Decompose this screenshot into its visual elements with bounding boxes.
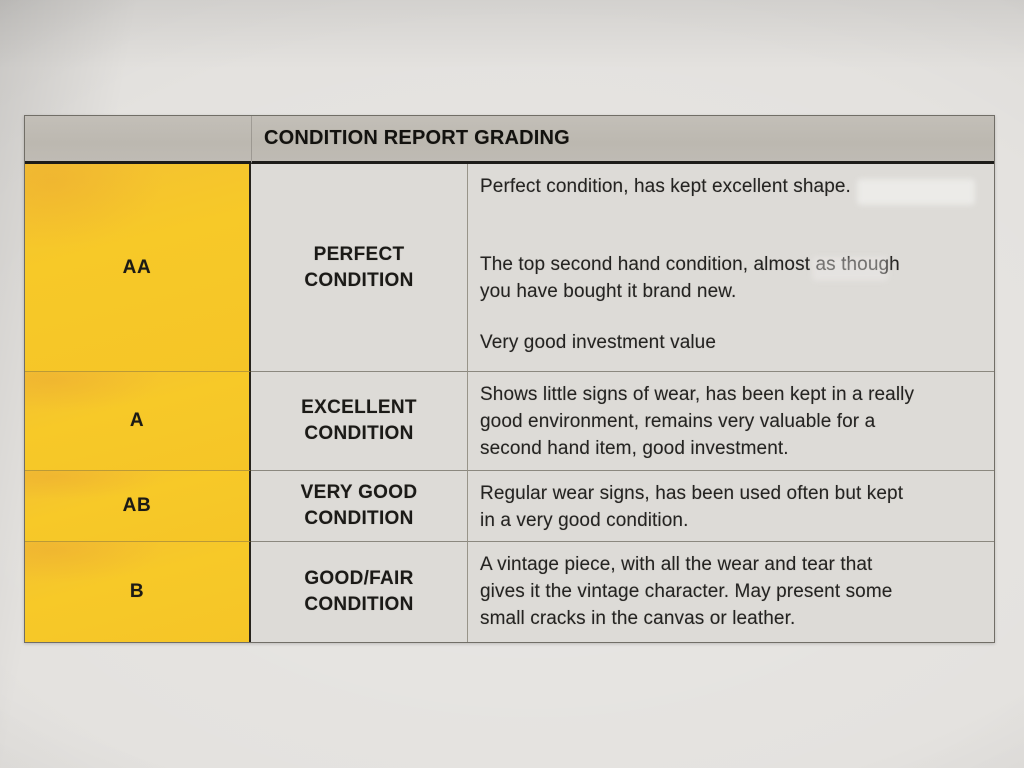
grade-code: A — [129, 410, 145, 431]
description-paragraph: A vintage piece, with all the wear and t… — [480, 554, 893, 629]
description-paragraph: Perfect condition, has kept excellent sh… — [480, 176, 851, 197]
condition-grading-table: CONDITION REPORT GRADING AA PERFECT COND… — [24, 115, 995, 643]
condition-name: EXCELLENT CONDITION — [301, 397, 417, 444]
grade-code: AB — [122, 495, 152, 516]
condition-name-cell: VERY GOOD CONDITION — [251, 470, 468, 541]
condition-name: PERFECT CONDITION — [304, 243, 414, 291]
description-paragraph: The top second hand condition, almost as… — [480, 254, 900, 302]
condition-name-cell: GOOD/FAIR CONDITION — [251, 541, 468, 642]
condition-name: GOOD/FAIR CONDITION — [304, 568, 414, 615]
grade-code-cell: AB — [25, 470, 251, 541]
condition-description-cell: Perfect condition, has kept excellent sh… — [468, 164, 994, 371]
condition-description-cell: A vintage piece, with all the wear and t… — [468, 541, 994, 642]
condition-description-cell: Shows little signs of wear, has been kep… — [468, 371, 994, 470]
grade-code-cell: B — [25, 541, 251, 642]
grade-code: B — [129, 581, 145, 602]
description-paragraph: Very good investment value — [480, 332, 717, 353]
condition-name: VERY GOOD CONDITION — [300, 482, 418, 529]
grade-code-cell: AA — [25, 164, 251, 371]
header-cell: CONDITION REPORT GRADING — [251, 116, 994, 164]
condition-name-cell: EXCELLENT CONDITION — [251, 371, 468, 470]
grade-code: AA — [122, 256, 152, 278]
condition-name-cell: PERFECT CONDITION — [251, 164, 468, 371]
description-paragraph: Regular wear signs, has been used often … — [480, 483, 904, 531]
condition-description-cell: Regular wear signs, has been used often … — [468, 470, 994, 541]
description-paragraph: Shows little signs of wear, has been kep… — [480, 384, 915, 459]
header-spacer-cell — [25, 116, 251, 164]
grade-code-cell: A — [25, 371, 251, 470]
table-title: CONDITION REPORT GRADING — [264, 127, 570, 149]
